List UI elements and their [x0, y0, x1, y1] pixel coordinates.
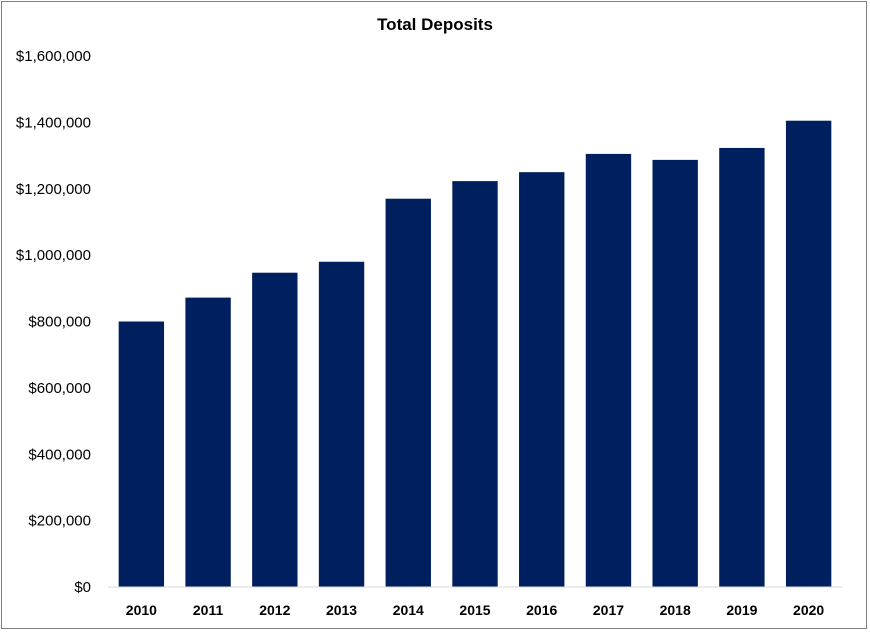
bars [118, 120, 832, 588]
y-tick-label: $200,000 [28, 513, 91, 530]
x-tick-label: 2020 [793, 602, 824, 618]
y-tick-label: $800,000 [28, 314, 91, 331]
x-tick-label: 2014 [393, 602, 424, 618]
y-tick-label: $1,600,000 [16, 48, 91, 65]
x-tick-label: 2017 [593, 602, 624, 618]
bar-2016 [519, 172, 565, 587]
x-tick-label: 2012 [259, 602, 290, 618]
x-tick-label: 2019 [726, 602, 757, 618]
x-tick-label: 2016 [526, 602, 557, 618]
chart-title: Total Deposits [377, 15, 493, 34]
x-tick-label: 2015 [459, 602, 490, 618]
bar-2014 [385, 198, 431, 588]
bar-2012 [252, 272, 298, 587]
bar-2011 [185, 297, 231, 587]
y-tick-label: $1,200,000 [16, 181, 91, 198]
y-tick-label: $1,400,000 [16, 114, 91, 131]
y-tick-label: $0 [74, 579, 91, 596]
y-tick-label: $600,000 [28, 380, 91, 397]
bar-2020 [785, 120, 832, 587]
x-tick-label: 2010 [126, 602, 157, 618]
x-tick-label: 2011 [193, 602, 224, 618]
bar-2013 [318, 261, 365, 587]
bar-2010 [118, 321, 165, 587]
bar-2018 [652, 159, 698, 587]
y-tick-label: $1,000,000 [16, 247, 91, 264]
x-tick-label: 2018 [660, 602, 691, 618]
bar-2015 [452, 181, 498, 587]
bar-2019 [719, 147, 765, 587]
bar-2017 [585, 153, 632, 587]
x-axis-tick-labels: 2010 2011 2012 2013 2014 2015 2016 2017 2018 2019… [126, 602, 825, 618]
y-axis-tick-labels: $0 $200,000 $400,000 $600,000 $800,000 $1,000… [16, 48, 91, 596]
y-tick-label: $400,000 [28, 446, 91, 463]
x-tick-label: 2013 [326, 602, 357, 618]
